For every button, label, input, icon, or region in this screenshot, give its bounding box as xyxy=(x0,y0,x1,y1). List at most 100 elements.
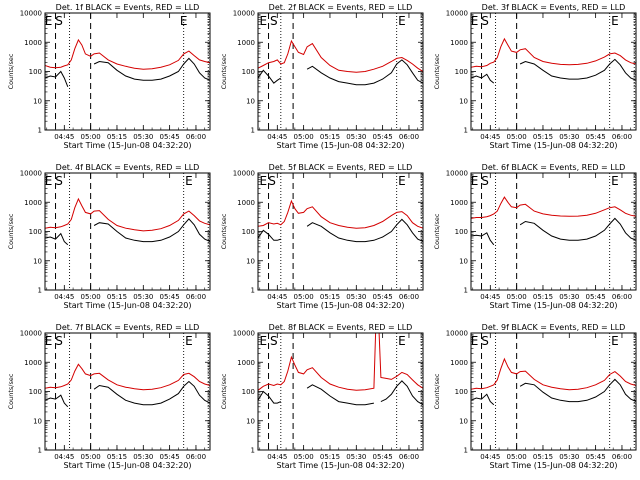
y-tick-label: 1000 xyxy=(24,199,42,207)
x-tick-label: 05:30 xyxy=(346,133,366,141)
x-tick-label: 05:00 xyxy=(81,293,101,301)
x-tick-label: 05:00 xyxy=(81,453,101,461)
y-tick-label: 1000 xyxy=(237,359,255,367)
x-tick-label: 05:15 xyxy=(533,293,553,301)
y-tick-label: 1 xyxy=(38,127,42,135)
x-tick-label: 05:15 xyxy=(107,453,127,461)
y-tick-label: 1000 xyxy=(237,39,255,47)
x-axis-label: Start Time (15-Jun-08 04:32:20) xyxy=(64,141,192,150)
y-tick-label: 10000 xyxy=(446,10,468,18)
events-series-line xyxy=(45,218,210,246)
interval-marker-label: E xyxy=(398,14,406,28)
y-tick-label: 100 xyxy=(455,68,468,76)
y-tick-label: 10000 xyxy=(20,330,42,338)
plot-frame xyxy=(257,332,424,451)
y-tick-label: 100 xyxy=(242,68,255,76)
interval-marker-label: E xyxy=(398,334,406,348)
x-tick-label: 04:45 xyxy=(54,293,74,301)
panel-title: Det. 4f BLACK = Events, RED = LLD xyxy=(56,163,200,172)
panel-7: Det. 7f BLACK = Events, RED = LLD1000010… xyxy=(7,323,211,470)
panel-5: Det. 5f BLACK = Events, RED = LLD1000010… xyxy=(220,163,424,310)
x-tick-label: 05:00 xyxy=(81,133,101,141)
plot-frame xyxy=(257,172,424,291)
x-tick-label: 05:45 xyxy=(586,293,606,301)
x-tick-label: 05:30 xyxy=(559,293,579,301)
y-tick-label: 10000 xyxy=(233,170,255,178)
x-tick-label: 05:15 xyxy=(107,133,127,141)
x-axis-label: Start Time (15-Jun-08 04:32:20) xyxy=(64,461,192,470)
interval-marker-label: S xyxy=(270,14,278,28)
interval-marker-label: E xyxy=(471,14,479,28)
plot-frame xyxy=(44,172,211,291)
x-tick-label: 06:00 xyxy=(186,293,206,301)
y-tick-label: 10000 xyxy=(446,170,468,178)
lld-series-line xyxy=(45,197,210,232)
y-tick-label: 10000 xyxy=(20,170,42,178)
panel-title: Det. 1f BLACK = Events, RED = LLD xyxy=(56,3,200,12)
x-tick-label: 04:45 xyxy=(480,453,500,461)
x-tick-label: 05:00 xyxy=(294,453,314,461)
x-tick-label: 04:45 xyxy=(480,133,500,141)
y-axis-label: Counts/sec xyxy=(433,373,441,409)
y-tick-label: 10000 xyxy=(233,330,255,338)
plot-frame xyxy=(470,12,637,131)
x-tick-label: 06:00 xyxy=(399,133,419,141)
y-tick-label: 1 xyxy=(464,447,468,455)
panel-8: Det. 8f BLACK = Events, RED = LLD1000010… xyxy=(220,323,424,470)
y-tick-label: 1000 xyxy=(24,39,42,47)
y-tick-label: 1 xyxy=(38,447,42,455)
y-tick-label: 1000 xyxy=(450,199,468,207)
x-tick-label: 05:30 xyxy=(559,453,579,461)
panel-title: Det. 5f BLACK = Events, RED = LLD xyxy=(269,163,413,172)
interval-marker-label: E xyxy=(611,14,619,28)
x-axis-label: Start Time (15-Jun-08 04:32:20) xyxy=(64,301,192,310)
y-axis-label: Counts/sec xyxy=(7,213,15,249)
x-tick-label: 05:00 xyxy=(507,133,527,141)
x-axis-label: Start Time (15-Jun-08 04:32:20) xyxy=(490,461,618,470)
panel-4: Det. 4f BLACK = Events, RED = LLD1000010… xyxy=(7,163,211,310)
y-tick-label: 100 xyxy=(242,228,255,236)
x-tick-label: 05:00 xyxy=(507,293,527,301)
interval-marker-label: S xyxy=(481,334,489,348)
lld-series-line xyxy=(471,37,636,68)
interval-marker-label: E xyxy=(611,174,619,188)
interval-marker-label: E xyxy=(398,174,406,188)
x-axis-label: Start Time (15-Jun-08 04:32:20) xyxy=(277,461,405,470)
y-axis-label: Counts/sec xyxy=(433,213,441,249)
x-axis-label: Start Time (15-Jun-08 04:32:20) xyxy=(490,141,618,150)
events-series-line xyxy=(471,378,636,406)
y-tick-label: 1 xyxy=(464,127,468,135)
x-tick-label: 05:15 xyxy=(107,293,127,301)
y-tick-label: 1 xyxy=(464,287,468,295)
interval-marker-label: S xyxy=(55,14,63,28)
x-tick-label: 05:15 xyxy=(320,453,340,461)
y-tick-label: 1 xyxy=(251,447,255,455)
x-tick-label: 06:00 xyxy=(399,453,419,461)
x-axis-label: Start Time (15-Jun-08 04:32:20) xyxy=(490,301,618,310)
lld-series-line xyxy=(258,39,423,73)
y-tick-label: 100 xyxy=(455,228,468,236)
y-axis-label: Counts/sec xyxy=(7,53,15,89)
y-tick-label: 10 xyxy=(246,417,255,425)
plot-frame xyxy=(44,332,211,451)
interval-marker-label: E xyxy=(185,334,193,348)
y-tick-label: 1 xyxy=(38,287,42,295)
x-tick-label: 05:15 xyxy=(320,293,340,301)
x-tick-label: 05:15 xyxy=(533,133,553,141)
events-series-line xyxy=(258,218,423,243)
y-axis-label: Counts/sec xyxy=(220,213,228,249)
interval-marker-label: E xyxy=(185,174,193,188)
x-tick-label: 04:45 xyxy=(480,293,500,301)
events-series-line xyxy=(45,380,210,408)
x-tick-label: 05:30 xyxy=(346,453,366,461)
x-tick-label: 05:45 xyxy=(586,133,606,141)
events-series-line xyxy=(258,59,423,86)
interval-marker-label: E xyxy=(471,174,479,188)
y-tick-label: 10 xyxy=(33,97,42,105)
panel-title: Det. 2f BLACK = Events, RED = LLD xyxy=(269,3,413,12)
y-tick-label: 1 xyxy=(251,287,255,295)
x-tick-label: 06:00 xyxy=(186,453,206,461)
x-tick-label: 04:45 xyxy=(267,133,287,141)
x-tick-label: 05:45 xyxy=(160,453,180,461)
plot-frame xyxy=(470,172,637,291)
